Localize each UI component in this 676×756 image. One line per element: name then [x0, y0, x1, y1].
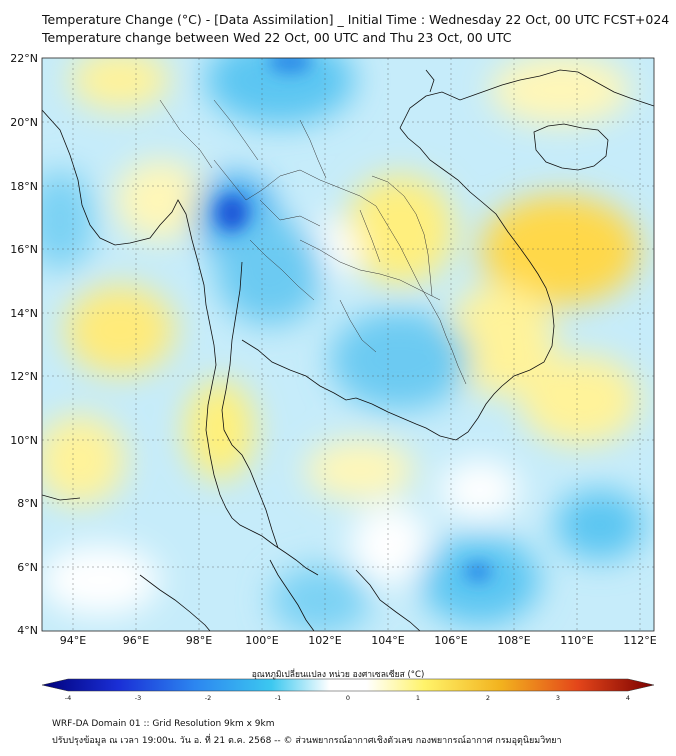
lat-label: 6°N [17, 561, 38, 574]
chart-title: Temperature Change (°C) - [Data Assimila… [42, 12, 670, 27]
lat-label: 12°N [10, 370, 38, 383]
update-credit: ปรับปรุงข้อมูล ณ เวลา 19:00น. วัน อ. ที่… [52, 736, 562, 746]
lat-label: 4°N [17, 624, 38, 637]
lon-label: 96°E [122, 634, 150, 647]
lon-label: 102°E [308, 634, 342, 647]
lon-label: 112°E [623, 634, 657, 647]
lat-label: 14°N [10, 307, 38, 320]
lat-label: 16°N [10, 243, 38, 256]
lon-label: 110°E [560, 634, 594, 647]
colorbar [41, 678, 655, 692]
lon-label: 104°E [371, 634, 405, 647]
colorbar-tick: 1 [415, 694, 421, 702]
lat-label: 22°N [10, 52, 38, 65]
colorbar-title: อุณหภูมิเปลี่ยนแปลง หน่วย องศาเซลเซียส (… [251, 670, 425, 680]
colorbar-tick: -3 [134, 694, 142, 702]
lon-label: 106°E [434, 634, 468, 647]
colorbar-tick: 4 [625, 694, 631, 702]
lon-label: 100°E [245, 634, 279, 647]
lon-label: 98°E [185, 634, 213, 647]
colorbar-tick: -1 [274, 694, 282, 702]
grid-lines [42, 58, 654, 631]
borders [159, 99, 467, 385]
colorbar-tick: -2 [204, 694, 212, 702]
colorbar-tick: 3 [555, 694, 561, 702]
lat-label: 18°N [10, 180, 38, 193]
chart-subtitle: Temperature change between Wed 22 Oct, 0… [42, 30, 512, 45]
colorbar-tick: -4 [64, 694, 72, 702]
lat-label: 8°N [17, 497, 38, 510]
temperature-field [42, 58, 654, 631]
map-frame [41, 57, 655, 632]
lon-label: 108°E [497, 634, 531, 647]
colorbar-tick: 2 [485, 694, 491, 702]
model-info: WRF-DA Domain 01 :: Grid Resolution 9km … [52, 719, 275, 729]
lat-label: 10°N [10, 434, 38, 447]
colorbar-tick: 0 [345, 694, 351, 702]
lat-label: 20°N [10, 116, 38, 129]
lon-label: 94°E [59, 634, 87, 647]
coastlines [42, 69, 654, 631]
